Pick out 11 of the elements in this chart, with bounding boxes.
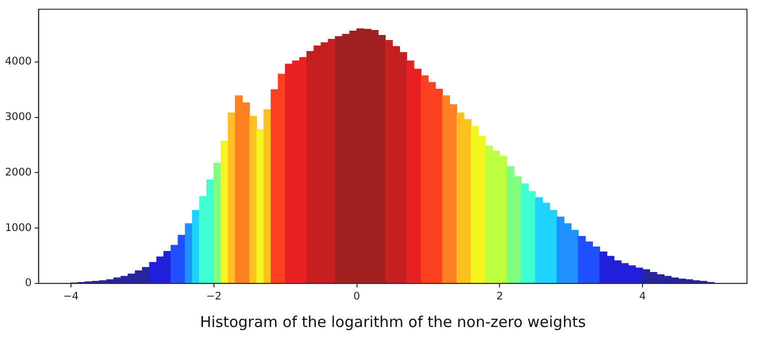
x-tick-label: −2 — [206, 290, 222, 302]
y-tick-label: 2000 — [4, 166, 32, 178]
x-tick-label: 2 — [496, 290, 504, 302]
y-tick-label: 3000 — [4, 111, 32, 124]
y-tick-label: 4000 — [4, 56, 32, 68]
x-tick-label: 0 — [353, 290, 360, 302]
x-tick-label: −4 — [63, 290, 79, 302]
y-tick-label: 0 — [25, 277, 32, 290]
x-axis-title: Histogram of the logarithm of the non-zero weights — [200, 312, 586, 331]
x-tick-label: 4 — [639, 290, 646, 302]
y-tick-label: 1000 — [4, 222, 32, 234]
